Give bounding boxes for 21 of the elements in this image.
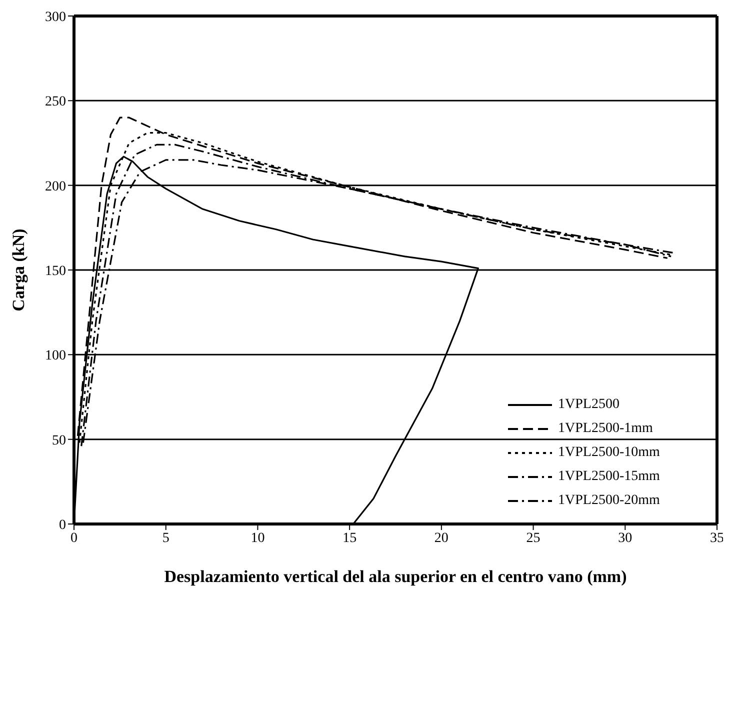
y-tick-label: 250 — [45, 94, 66, 110]
legend-label: 1VPL2500 — [558, 397, 620, 413]
legend-label: 1VPL2500-20mm — [558, 493, 660, 509]
legend-label: 1VPL2500-15mm — [558, 469, 660, 485]
x-tick-label: 10 — [250, 530, 265, 546]
x-axis-title: Desplazamiento vertical del ala superior en el centro vano (mm) — [164, 567, 627, 586]
y-axis-title: Carga (kN) — [9, 228, 28, 312]
x-tick-label: 5 — [162, 530, 170, 546]
y-tick-label: 0 — [59, 518, 66, 533]
legend-label: 1VPL2500-10mm — [558, 445, 660, 461]
y-tick-label: 200 — [45, 179, 66, 194]
y-tick-label: 300 — [45, 10, 66, 25]
y-tick-label: 100 — [45, 348, 66, 364]
x-tick-label: 25 — [526, 530, 540, 546]
x-tick-label: 30 — [618, 530, 632, 546]
y-tick-label: 50 — [52, 433, 66, 448]
x-tick-label: 0 — [70, 530, 78, 546]
legend-label: 1VPL2500-1mm — [558, 421, 653, 437]
x-tick-label: 20 — [434, 530, 448, 546]
y-tick-label: 150 — [45, 264, 66, 279]
x-tick-label: 15 — [342, 530, 357, 546]
